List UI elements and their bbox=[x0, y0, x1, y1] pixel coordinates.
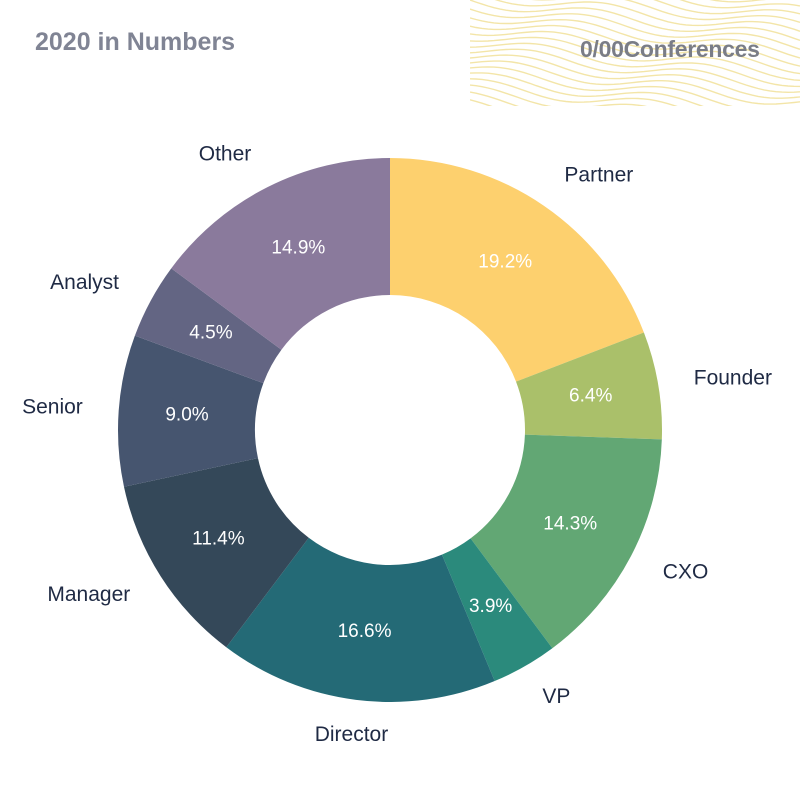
wave-line bbox=[470, 60, 800, 105]
slice-founder bbox=[516, 332, 663, 440]
value-label-analyst: 4.5% bbox=[189, 322, 232, 343]
slice-director bbox=[226, 537, 495, 702]
wave-line bbox=[494, 0, 800, 32]
slice-partner bbox=[390, 158, 644, 382]
category-label-vp: VP bbox=[542, 685, 570, 708]
wave-line bbox=[470, 42, 800, 88]
wave-line bbox=[470, 30, 800, 75]
slice-manager bbox=[123, 458, 309, 648]
category-label-partner: Partner bbox=[564, 164, 633, 187]
wave-line bbox=[470, 24, 800, 67]
wave-line bbox=[470, 54, 800, 99]
wave-line bbox=[470, 78, 678, 106]
category-label-analyst: Analyst bbox=[50, 271, 119, 294]
page-title: 2020 in Numbers bbox=[35, 28, 236, 56]
slice-analyst bbox=[134, 268, 282, 384]
value-label-vp: 3.9% bbox=[469, 596, 512, 617]
slice-vp bbox=[441, 538, 553, 682]
value-label-founder: 6.4% bbox=[569, 385, 612, 406]
wave-pattern-panel bbox=[470, 0, 800, 106]
wave-line bbox=[653, 0, 800, 15]
wave-line bbox=[709, 0, 767, 3]
slice-other bbox=[171, 158, 390, 350]
wave-pattern bbox=[470, 0, 800, 106]
category-label-director: Director bbox=[315, 723, 389, 746]
wave-line bbox=[470, 0, 800, 42]
category-label-founder: Founder bbox=[694, 367, 772, 390]
slice-senior bbox=[118, 335, 264, 487]
category-label-cxo: CXO bbox=[663, 561, 709, 584]
wave-line bbox=[470, 66, 733, 106]
wave-line bbox=[679, 0, 800, 9]
category-label-senior: Senior bbox=[22, 395, 83, 418]
value-label-senior: 9.0% bbox=[165, 404, 208, 425]
wave-line bbox=[470, 8, 800, 50]
wave-line bbox=[470, 72, 704, 106]
value-label-director: 16.6% bbox=[338, 621, 392, 642]
wave-line bbox=[470, 36, 800, 81]
slice-cxo bbox=[470, 434, 662, 649]
brand-logo: 0/00Conferences bbox=[580, 36, 760, 62]
wave-line bbox=[470, 17, 800, 59]
category-label-manager: Manager bbox=[47, 583, 130, 606]
value-label-partner: 19.2% bbox=[478, 251, 532, 272]
value-label-other: 14.9% bbox=[271, 237, 325, 258]
category-label-other: Other bbox=[199, 143, 252, 166]
value-label-cxo: 14.3% bbox=[543, 513, 597, 534]
wave-line bbox=[470, 48, 800, 94]
wave-line bbox=[470, 84, 648, 106]
wave-line bbox=[531, 0, 800, 23]
value-label-manager: 11.4% bbox=[192, 528, 245, 549]
